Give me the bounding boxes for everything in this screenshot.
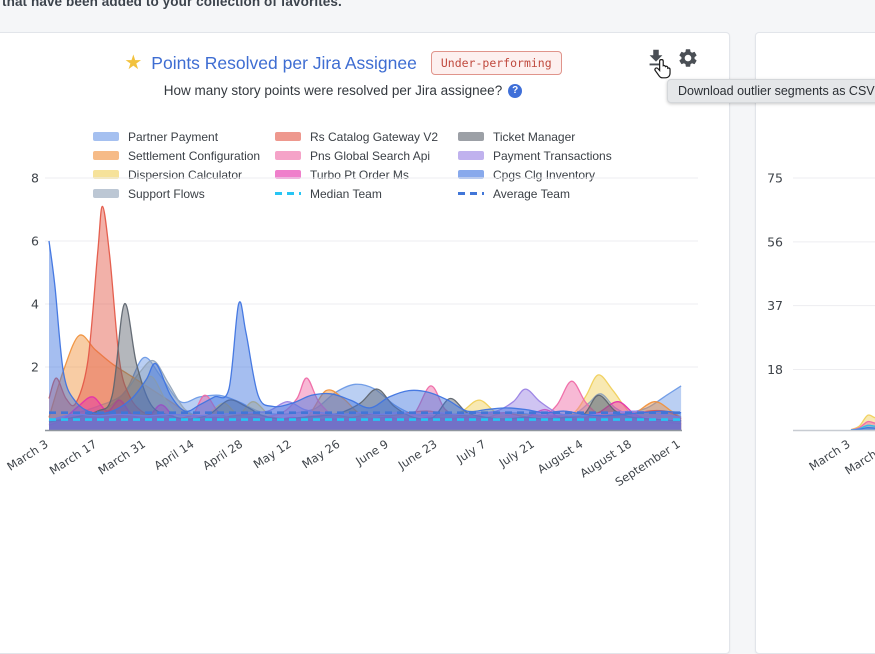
svg-text:July 7: July 7	[453, 437, 488, 467]
chart-card: ★ Points Resolved per Jira Assignee Unde…	[0, 32, 730, 654]
legend-dash-swatch	[275, 192, 301, 195]
legend-dash-swatch	[458, 192, 484, 195]
legend-swatch	[458, 170, 484, 179]
legend-label: Payment Transactions	[493, 148, 612, 163]
svg-text:May 12: May 12	[251, 437, 294, 472]
download-button[interactable]	[643, 45, 669, 71]
legend-item[interactable]: Pns Global Search Api	[275, 149, 458, 163]
svg-text:8: 8	[31, 171, 39, 186]
legend-swatch	[93, 151, 119, 160]
legend-label: Settlement Configuration	[128, 148, 261, 163]
legend-item[interactable]: Ticket Manager	[458, 130, 612, 144]
legend-swatch	[93, 170, 119, 179]
chart-card-header: ★ Points Resolved per Jira Assignee Unde…	[0, 51, 715, 75]
top-note-text: that have been added to your collection …	[2, 0, 342, 9]
legend-item[interactable]: Median Team	[275, 187, 458, 201]
legend-label: Pns Global Search Api	[310, 148, 431, 163]
status-badge: Under-performing	[430, 51, 562, 75]
svg-text:March 31: March 31	[95, 437, 147, 478]
svg-text:April 14: April 14	[151, 437, 196, 473]
legend-label: Median Team	[310, 186, 382, 201]
svg-text:37: 37	[767, 298, 783, 313]
legend-label: Average Team	[493, 186, 570, 201]
svg-text:75: 75	[767, 171, 783, 186]
legend-item[interactable]: Support Flows	[93, 187, 275, 201]
svg-text:May 26: May 26	[299, 437, 342, 472]
svg-text:July 21: July 21	[496, 437, 537, 471]
star-icon[interactable]: ★	[124, 52, 143, 74]
help-icon[interactable]: ?	[508, 83, 523, 98]
legend-label: Support Flows	[128, 186, 205, 201]
legend-swatch	[275, 151, 301, 160]
svg-text:18: 18	[767, 362, 783, 377]
legend-swatch	[93, 189, 119, 198]
chart-subtitle-text: How many story points were resolved per …	[163, 83, 503, 98]
svg-text:June 9: June 9	[352, 437, 391, 469]
svg-text:56: 56	[767, 234, 783, 249]
tooltip: Download outlier segments as CSV	[667, 79, 875, 103]
svg-text:2: 2	[31, 360, 39, 375]
legend-label: Ticket Manager	[493, 129, 576, 144]
legend-item[interactable]: Average Team	[458, 187, 612, 201]
legend-swatch	[458, 151, 484, 160]
svg-text:4: 4	[31, 297, 39, 312]
settings-button[interactable]	[675, 45, 701, 71]
legend-label: Rs Catalog Gateway V2	[310, 129, 439, 144]
page-title: Points Resolved per Jira Assignee	[151, 52, 417, 73]
legend-item[interactable]: Partner Payment	[93, 130, 275, 144]
legend-label: Partner Payment	[128, 129, 219, 144]
svg-text:6: 6	[31, 234, 39, 249]
legend-swatch	[275, 132, 301, 141]
chart-subtitle: How many story points were resolved per …	[0, 83, 715, 98]
svg-text:March 3: March 3	[4, 437, 50, 474]
legend-item[interactable]: Payment Transactions	[458, 149, 612, 163]
svg-text:March 17: March 17	[47, 437, 99, 478]
legend-item[interactable]: Settlement Configuration	[93, 149, 275, 163]
gear-icon	[679, 49, 697, 67]
legend-swatch	[93, 132, 119, 141]
svg-text:June 23: June 23	[395, 437, 440, 473]
svg-text:April 28: April 28	[200, 437, 245, 473]
download-icon	[649, 49, 663, 66]
legend-item[interactable]: Rs Catalog Gateway V2	[275, 130, 458, 144]
legend-swatch	[458, 132, 484, 141]
legend-swatch	[275, 170, 301, 179]
